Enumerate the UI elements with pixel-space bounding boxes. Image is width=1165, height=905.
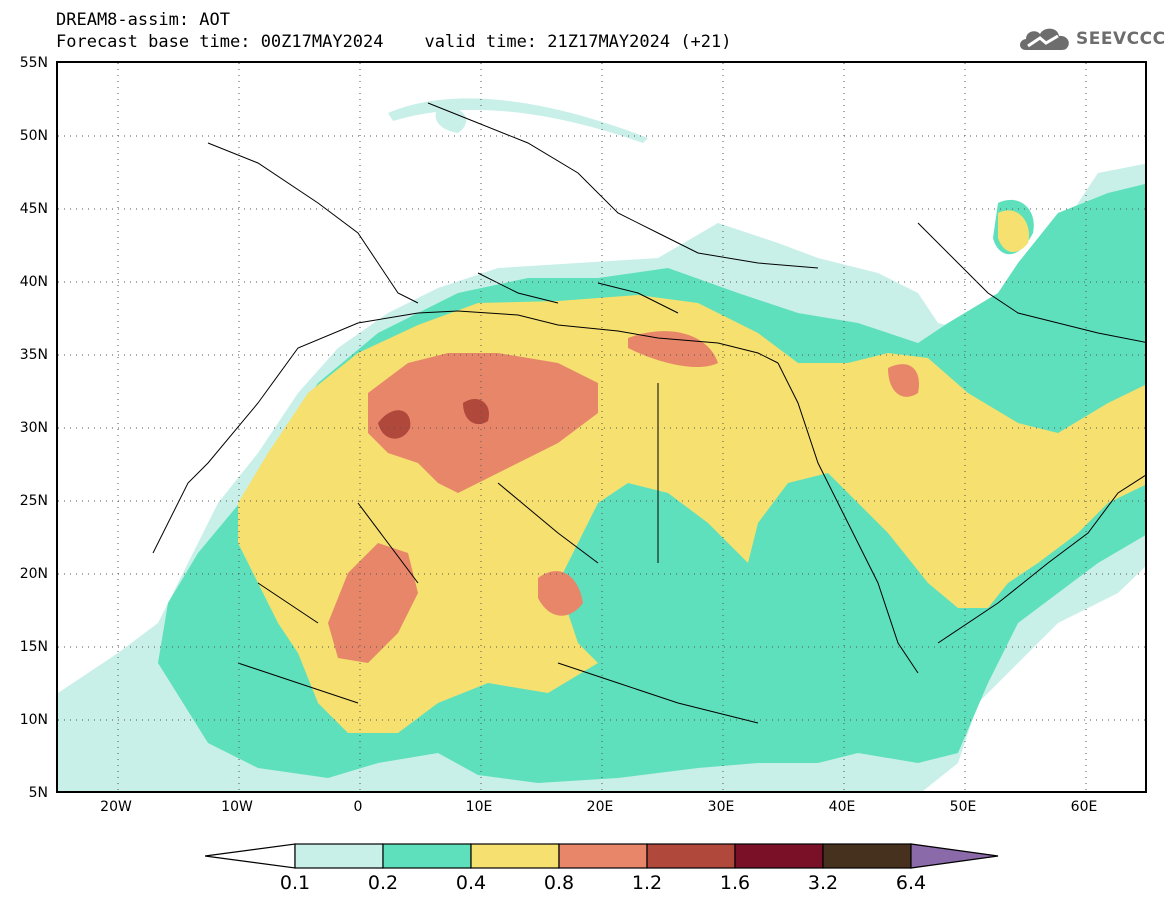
- lat-label: 15N: [19, 639, 48, 655]
- colorbar-swatch: [382, 843, 472, 869]
- aot-field-map: [58, 63, 1145, 791]
- lon-label: 50E: [949, 799, 977, 815]
- lon-label: 30E: [707, 799, 735, 815]
- colorbar-swatch: [470, 843, 560, 869]
- colorbar-label: 0.1: [279, 872, 311, 894]
- lat-label: 50N: [19, 128, 48, 144]
- colorbar-label: 0.8: [543, 872, 575, 894]
- colorbar-swatch: [734, 843, 824, 869]
- lat-label: 30N: [19, 420, 48, 436]
- colorbar-label: 1.6: [719, 872, 751, 894]
- forecast-time-line: Forecast base time: 00Z17MAY2024 valid t…: [56, 32, 732, 52]
- logo-text: SEEVCCC: [1076, 29, 1165, 49]
- map-title: DREAM8-assim: AOT: [56, 10, 230, 30]
- lat-label: 20N: [19, 566, 48, 582]
- lon-label: 10E: [465, 799, 493, 815]
- colorbar-swatch: [646, 843, 736, 869]
- colorbar-label: 1.2: [631, 872, 663, 894]
- colorbar-swatch: [822, 843, 912, 869]
- lon-label: 40E: [828, 799, 856, 815]
- graticule: [58, 63, 1145, 791]
- lon-label: 20W: [100, 799, 132, 815]
- aot-band-1.2: [378, 399, 489, 439]
- cloud-icon: [1020, 28, 1069, 50]
- map-panel: [56, 61, 1147, 793]
- colorbar-label: 3.2: [807, 872, 839, 894]
- lon-label: 20E: [586, 799, 614, 815]
- lon-label: 10W: [221, 799, 253, 815]
- colorbar-swatch: [558, 843, 648, 869]
- lat-label: 45N: [19, 201, 48, 217]
- colorbar-label: 6.4: [895, 872, 927, 894]
- colorbar-max-arrow: [910, 843, 999, 869]
- lat-label: 10N: [19, 712, 48, 728]
- lat-label: 55N: [19, 55, 48, 71]
- lat-label: 40N: [19, 274, 48, 290]
- lon-label: 0: [353, 799, 363, 815]
- lat-label: 5N: [28, 785, 48, 801]
- colorbar-label: 0.2: [367, 872, 399, 894]
- colorbar-swatch: [294, 843, 384, 869]
- colorbar-label: 0.4: [455, 872, 487, 894]
- coastlines: [152, 102, 1145, 724]
- seevccc-logo: SEEVCCC: [1016, 24, 1165, 56]
- lat-label: 35N: [19, 347, 48, 363]
- lon-label: 60E: [1070, 799, 1098, 815]
- lat-label: 25N: [19, 493, 48, 509]
- colorbar: [205, 843, 999, 869]
- colorbar-min-arrow: [205, 843, 296, 869]
